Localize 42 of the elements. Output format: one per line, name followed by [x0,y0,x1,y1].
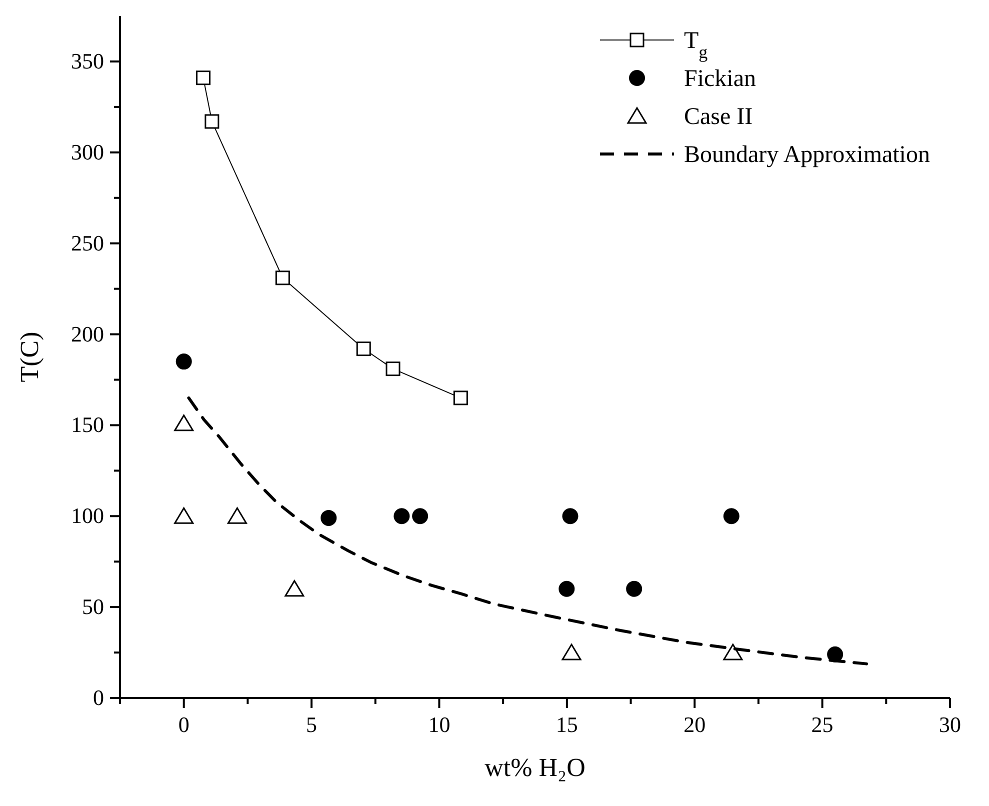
point [386,362,400,376]
y-tick-label: 200 [71,321,104,346]
point [453,390,468,406]
legend-label: Case II [684,104,753,130]
y-tick-label: 300 [71,139,104,164]
point [320,510,337,526]
point [284,580,304,597]
point [558,580,575,597]
point [275,270,290,286]
y-tick-label: 350 [71,48,104,74]
point [356,342,371,356]
point [626,580,642,597]
point [723,644,743,660]
point [227,507,247,524]
point [176,354,192,370]
x-tick-label: 20 [684,712,706,737]
point [562,644,582,660]
point [412,508,428,524]
x-tick-label: 30 [939,712,961,737]
point [174,507,194,524]
y-tick-label: 150 [71,412,104,438]
y-tick-label: 50 [82,594,104,620]
x-tick-label: 25 [811,712,834,737]
point [196,70,211,86]
y-tick-label: 250 [71,230,104,256]
x-tick-label: 5 [306,712,318,737]
point [394,508,410,524]
y-tick-label: 100 [71,503,104,528]
x-tick-label: 10 [428,712,450,737]
x-axis-title: wt% H₂O [484,753,586,782]
x-tick-label: 0 [178,712,190,737]
y-axis-title: T(C) [15,332,44,382]
y-tick-label: 0 [93,685,104,710]
point [723,508,740,524]
x-tick-label: 15 [556,712,578,737]
point [174,414,194,432]
legend-label: T$_{g}$ [684,28,708,62]
legend-label: Fickian [684,66,756,92]
point [562,508,578,524]
legend-label: Boundary Approximation [684,142,930,168]
point [204,114,220,129]
line-series [187,396,868,666]
